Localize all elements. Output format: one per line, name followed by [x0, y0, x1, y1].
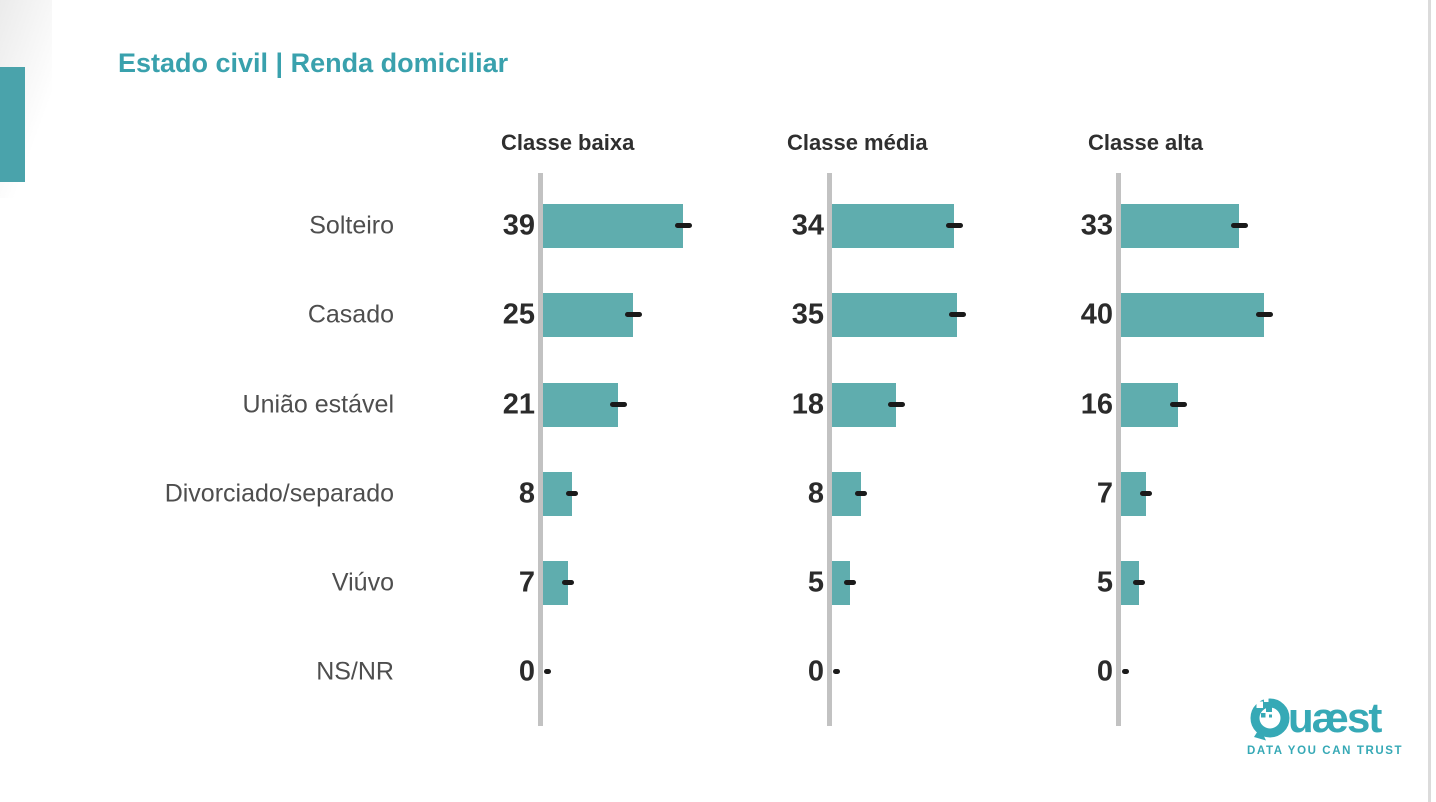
- axis-line: [827, 173, 832, 726]
- bar: [543, 293, 633, 337]
- value-label: 18: [791, 388, 824, 421]
- quaest-wordmark-rest: uæst: [1288, 694, 1382, 741]
- error-marker: [887, 402, 905, 407]
- value-label: 16: [1080, 388, 1113, 421]
- bar: [543, 383, 618, 427]
- value-label: 35: [791, 298, 824, 331]
- category-label: NS/NR: [316, 657, 394, 686]
- value-label: 0: [807, 655, 824, 688]
- error-marker: [1230, 223, 1248, 228]
- error-marker: [1133, 580, 1145, 585]
- value-label: 0: [1096, 655, 1113, 688]
- bar: [832, 204, 954, 248]
- quaest-logo: uæst DATA YOU CAN TRUST: [1247, 694, 1404, 758]
- bar: [1121, 383, 1178, 427]
- value-label: 8: [518, 477, 535, 510]
- axis-line: [538, 173, 543, 726]
- bar: [543, 204, 683, 248]
- column-header: Classe alta: [1088, 130, 1203, 155]
- error-marker: [566, 491, 578, 496]
- error-marker: [1255, 312, 1273, 317]
- slide-right-edge: [1428, 0, 1431, 802]
- error-marker: [1121, 669, 1129, 674]
- bar: [832, 293, 957, 337]
- bar: [1121, 561, 1139, 605]
- logo-tagline: DATA YOU CAN TRUST: [1247, 745, 1404, 757]
- category-label: Viúvo: [331, 568, 394, 597]
- value-label: 21: [502, 388, 535, 421]
- category-label: Casado: [307, 300, 394, 329]
- error-marker: [624, 312, 642, 317]
- error-marker: [844, 580, 856, 585]
- value-label: 33: [1080, 209, 1113, 242]
- error-marker: [855, 491, 867, 496]
- error-marker: [948, 312, 966, 317]
- quaest-logo-q-icon: [1250, 697, 1290, 741]
- column-header: Classe baixa: [501, 130, 635, 155]
- value-label: 7: [518, 566, 535, 599]
- page-title: Estado civil | Renda domiciliar: [118, 48, 509, 78]
- error-marker: [543, 669, 551, 674]
- axis-line: [1116, 173, 1121, 726]
- bar: [1121, 293, 1264, 337]
- value-label: 7: [1096, 477, 1113, 510]
- error-marker: [1140, 491, 1152, 496]
- value-label: 25: [502, 298, 535, 331]
- column-header: Classe média: [787, 130, 928, 155]
- bar: [832, 561, 850, 605]
- error-marker: [609, 402, 627, 407]
- bar: [832, 383, 896, 427]
- category-label: União estável: [242, 390, 394, 419]
- value-label: 8: [807, 477, 824, 510]
- error-marker: [832, 669, 840, 674]
- value-label: 40: [1080, 298, 1113, 331]
- category-label: Solteiro: [309, 211, 394, 240]
- error-marker: [1169, 402, 1187, 407]
- value-label: 5: [807, 566, 824, 599]
- category-label: Divorciado/separado: [164, 479, 394, 508]
- value-label: 0: [518, 655, 535, 688]
- value-label: 5: [1096, 566, 1113, 599]
- error-marker: [945, 223, 963, 228]
- error-marker: [562, 580, 574, 585]
- accent-bar: [0, 67, 25, 182]
- error-marker: [674, 223, 692, 228]
- value-label: 34: [791, 209, 824, 242]
- value-label: 39: [502, 209, 535, 242]
- bar: [1121, 204, 1239, 248]
